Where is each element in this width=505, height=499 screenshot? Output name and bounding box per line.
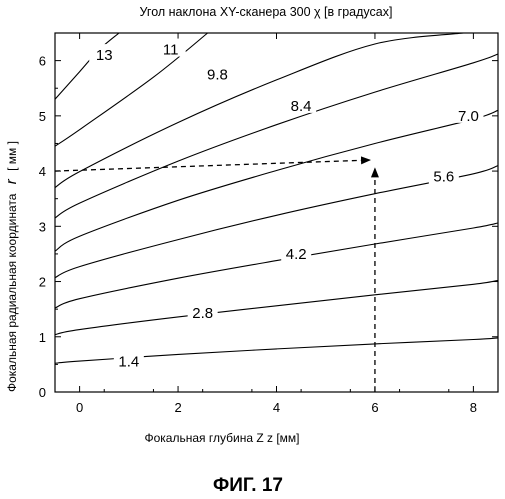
- y-axis-label-unit: [ мм ]: [5, 141, 19, 171]
- dashed-arrow-horizontal: [55, 160, 370, 171]
- contour-label: 9.8: [207, 66, 228, 83]
- x-tick-label: 0: [76, 400, 83, 415]
- contour-line-8-4: [55, 54, 498, 218]
- x-tick-label: 8: [470, 400, 477, 415]
- x-tick-label: 6: [371, 400, 378, 415]
- contour-lines: [55, 33, 498, 363]
- y-axis-label: Фокальная радиальная координата r [ мм ]: [3, 141, 20, 392]
- y-tick-label: 5: [39, 109, 46, 124]
- annotation-arrows: [55, 160, 375, 392]
- x-tick-label: 4: [273, 400, 280, 415]
- y-axis-ticks: 0 1 2 3 4 5 6: [39, 54, 498, 400]
- y-tick-label: 2: [39, 275, 46, 290]
- contour-label: 2.8: [192, 305, 213, 322]
- contour-line-2-8: [55, 280, 498, 334]
- y-tick-label: 0: [39, 385, 46, 400]
- x-tick-label: 2: [174, 400, 181, 415]
- y-axis-label-symbol: r: [3, 178, 20, 184]
- figure-caption: ФИГ. 17: [213, 475, 283, 496]
- y-tick-label: 4: [39, 164, 46, 179]
- contour-label: 5.6: [433, 169, 454, 186]
- y-axis-label-text: Фокальная радиальная координата: [5, 193, 19, 392]
- contour-label: 11: [163, 42, 179, 59]
- x-axis-label: Фокальная глубина Z z [мм]: [145, 431, 300, 445]
- axes: [55, 33, 498, 392]
- contour-label: 7.0: [458, 108, 479, 125]
- y-tick-label: 1: [39, 330, 46, 345]
- contour-line-13: [55, 33, 119, 99]
- contour-label: 13: [96, 47, 113, 64]
- chart-title: Угол наклона XY-сканера 300 χ [в градуса…: [140, 5, 393, 19]
- y-tick-label: 3: [39, 219, 46, 234]
- contour-line-4-2: [55, 223, 498, 308]
- plot-frame: [55, 33, 498, 392]
- contour-label: 4.2: [286, 246, 307, 263]
- contour-label: 1.4: [118, 354, 139, 371]
- contour-label: 8.4: [291, 98, 312, 115]
- y-tick-label: 6: [39, 54, 46, 69]
